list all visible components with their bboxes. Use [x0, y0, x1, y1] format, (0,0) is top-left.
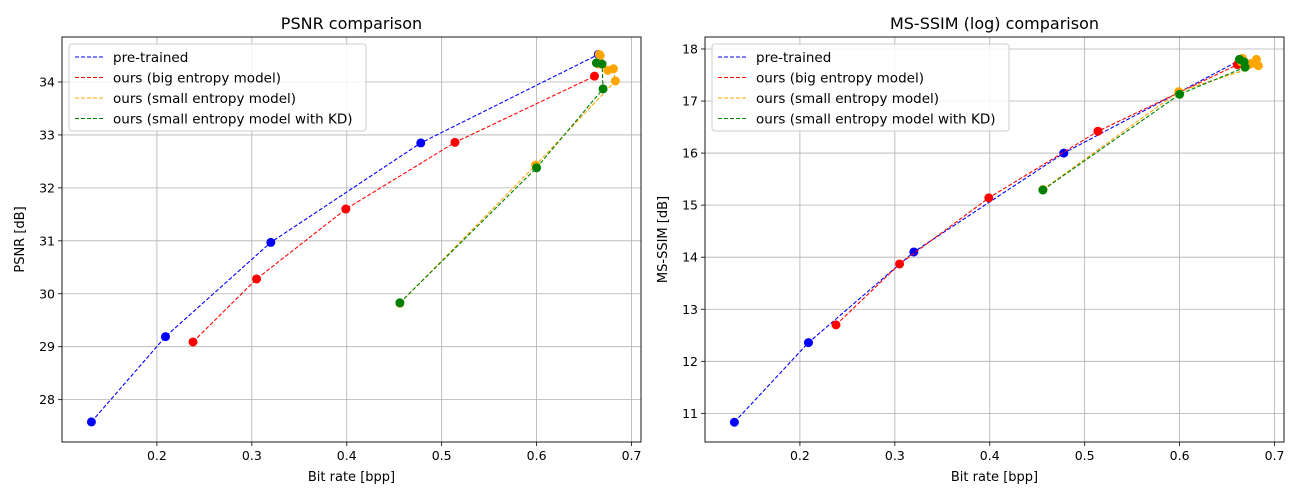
psnr-y-axis-label: PSNR [dB] [13, 206, 28, 272]
psnr-legend-label: ours (big entropy model) [113, 71, 281, 87]
msssim-y-tick-label: 14 [682, 250, 698, 265]
msssim-y-axis-label: MS-SSIM [dB] [656, 196, 671, 283]
psnr-data-point [591, 58, 601, 68]
psnr-legend-label: ours (small entropy model with KD) [113, 112, 353, 128]
msssim-x-tick-label: 0.2 [790, 448, 810, 463]
msssim-data-point [831, 320, 841, 330]
psnr-data-point [252, 274, 262, 284]
msssim-legend-box [711, 43, 1010, 132]
psnr-y-tick-label: 28 [39, 392, 55, 407]
msssim-data-point [909, 247, 919, 257]
psnr-series-line-3 [399, 62, 604, 304]
msssim-chart: MS-SSIM (log) comparison 0.2 0.3 0.4 0.5 0.6 0… [656, 14, 1284, 485]
psnr-data-point [610, 76, 620, 86]
psnr-data-point [594, 49, 604, 59]
psnr-legend-label: ours (small entropy model) [113, 91, 296, 107]
msssim-data-point [1093, 126, 1103, 136]
psnr-x-tick-label: 0.6 [527, 448, 547, 463]
msssim-y-tick-label: 15 [682, 198, 698, 213]
psnr-legend: pre-trained ours (big entropy model) ours … [68, 43, 367, 132]
psnr-data-point [416, 138, 426, 148]
msssim-x-tick-label: 0.6 [1170, 448, 1190, 463]
msssim-y-tick-label: 16 [682, 146, 698, 161]
msssim-x-axis-label: Bit rate [bpp] [951, 470, 1038, 485]
psnr-data-point [160, 332, 170, 342]
psnr-y-tick-label: 31 [39, 233, 55, 248]
msssim-series-line-2 [1042, 56, 1260, 190]
psnr-x-tick-label: 0.3 [242, 448, 262, 463]
psnr-x-axis-label: Bit rate [bpp] [308, 470, 395, 485]
psnr-y-tick-label: 33 [39, 127, 55, 142]
msssim-x-tick-label: 0.3 [885, 448, 905, 463]
msssim-data-point [984, 193, 994, 203]
msssim-data-point [895, 259, 905, 269]
psnr-legend-label: pre-trained [113, 50, 188, 66]
msssim-title: MS-SSIM (log) comparison [890, 14, 1099, 33]
msssim-x-tick-label: 0.7 [1265, 448, 1285, 463]
msssim-data-point [1038, 185, 1048, 195]
psnr-data-point [188, 337, 198, 347]
msssim-y-tick-label: 13 [682, 302, 698, 317]
psnr-x-tick-label: 0.7 [622, 448, 642, 463]
psnr-data-point [450, 137, 460, 147]
psnr-chart: PSNR comparison 0.2 0.3 0.4 0.5 0.6 0.7 28 29 30 3… [13, 14, 641, 485]
msssim-data-point [729, 417, 739, 427]
msssim-x-tick-label: 0.4 [980, 448, 1000, 463]
msssim-series-line-3 [1042, 58, 1246, 191]
psnr-legend-box [68, 43, 367, 132]
msssim-data-point [1175, 89, 1185, 99]
psnr-title: PSNR comparison [281, 14, 422, 33]
msssim-data-point [803, 338, 813, 348]
msssim-data-point [1234, 54, 1244, 64]
msssim-legend-label: ours (small entropy model with KD) [756, 112, 996, 128]
psnr-data-point [395, 298, 405, 308]
psnr-x-tick-label: 0.5 [432, 448, 452, 463]
msssim-x-tick-label: 0.5 [1075, 448, 1095, 463]
msssim-legend: pre-trained ours (big entropy model) ours … [711, 43, 1010, 132]
psnr-plot-frame [61, 36, 642, 443]
msssim-plot-frame [704, 36, 1285, 443]
psnr-data-point [589, 71, 599, 81]
msssim-y-tick-label: 12 [682, 354, 698, 369]
msssim-y-tick-label: 17 [682, 94, 698, 109]
psnr-data-point [603, 65, 613, 75]
psnr-y-tick-label: 30 [39, 286, 55, 301]
psnr-x-tick-label: 0.2 [147, 448, 167, 463]
msssim-y-tick-label: 18 [682, 41, 698, 56]
psnr-y-tick-label: 29 [39, 339, 55, 354]
psnr-data-point [598, 84, 608, 94]
psnr-x-tick-label: 0.4 [337, 448, 357, 463]
psnr-series-line-2 [399, 53, 616, 304]
msssim-legend-label: ours (big entropy model) [756, 71, 924, 87]
psnr-data-point [266, 237, 276, 247]
msssim-legend-label: pre-trained [756, 50, 831, 66]
psnr-data-point [532, 163, 542, 173]
msssim-y-tick-label: 11 [682, 406, 698, 421]
psnr-y-tick-label: 34 [39, 75, 55, 90]
psnr-data-point [341, 204, 351, 214]
psnr-data-point [86, 417, 96, 427]
psnr-y-tick-label: 32 [39, 180, 55, 195]
msssim-legend-label: ours (small entropy model) [756, 91, 939, 107]
